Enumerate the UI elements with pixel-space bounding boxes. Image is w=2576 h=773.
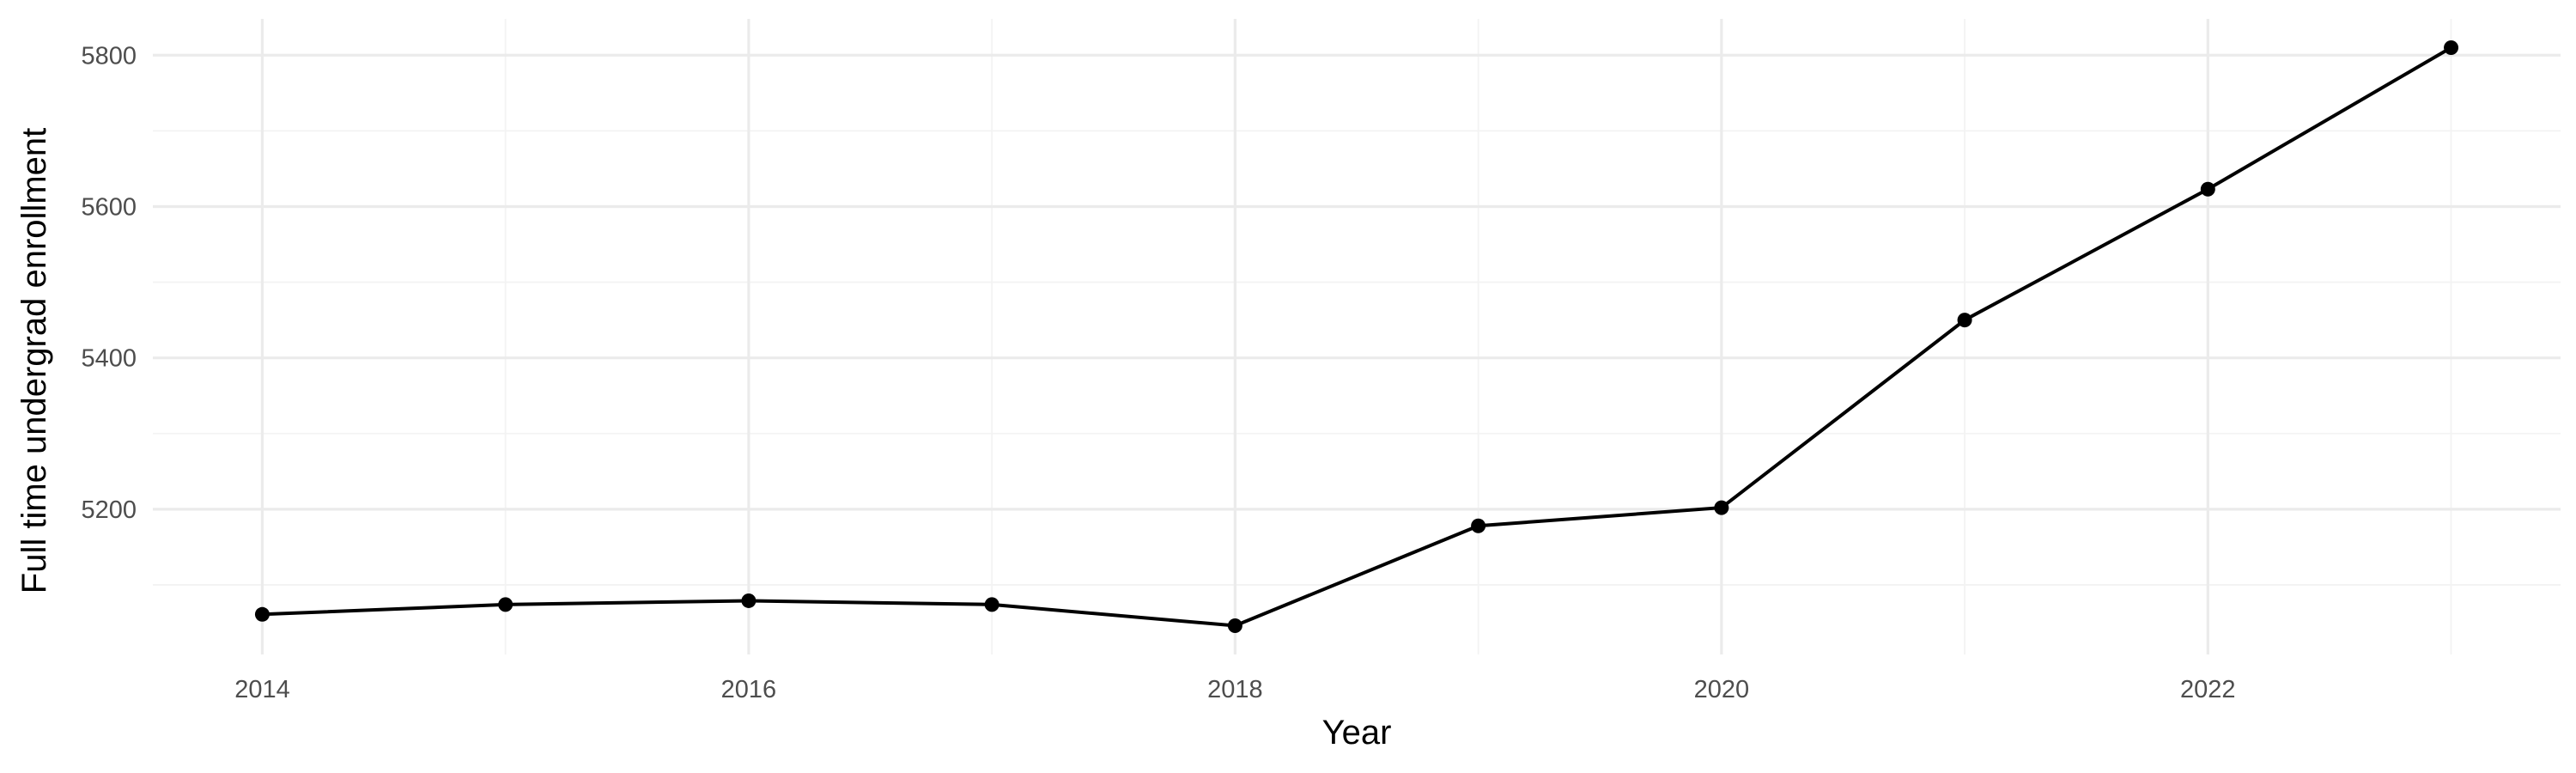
data-point: [1714, 500, 1729, 515]
y-axis-title: Full time undergrad enrollment: [15, 128, 53, 593]
x-tick-label: 2018: [1207, 676, 1263, 703]
y-tick-label: 5200: [81, 496, 137, 524]
data-point: [741, 593, 756, 608]
data-point: [1957, 313, 1972, 328]
y-axis-tick-labels: 5200 5400 5600 5800: [81, 42, 137, 524]
data-point: [2200, 181, 2215, 197]
x-tick-label: 2022: [2180, 676, 2236, 703]
data-point: [498, 597, 513, 612]
series-layer: [254, 40, 2459, 634]
data-point: [254, 606, 270, 622]
data-point: [1227, 618, 1242, 634]
x-tick-label: 2014: [234, 676, 290, 703]
y-tick-label: 5600: [81, 193, 137, 221]
major-gridlines: [153, 19, 2561, 654]
minor-gridlines: [153, 19, 2561, 654]
series-line: [262, 46, 2452, 628]
data-point: [1471, 518, 1486, 533]
data-point: [984, 597, 999, 612]
x-tick-label: 2016: [721, 676, 777, 703]
y-tick-label: 5400: [81, 345, 137, 373]
x-axis-title: Year: [1322, 714, 1392, 752]
x-tick-label: 2020: [1694, 676, 1750, 703]
y-tick-label: 5800: [81, 42, 137, 70]
data-point: [2444, 40, 2459, 55]
x-axis-tick-labels: 2014 2016 2018 2020 2022: [234, 676, 2235, 703]
